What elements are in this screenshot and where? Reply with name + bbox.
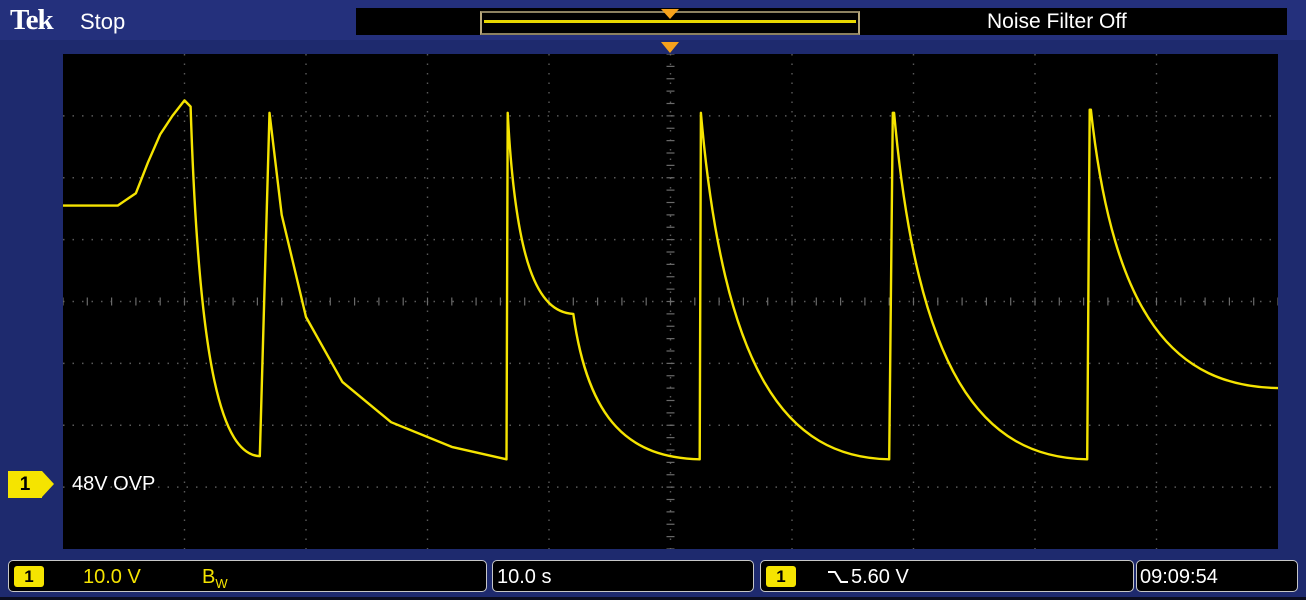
trigger-source-badge: 1 <box>766 566 796 587</box>
waveform-plot <box>63 54 1278 549</box>
trace-label: 48V OVP <box>72 473 156 495</box>
tek-logo: Tek <box>10 4 54 36</box>
horizontal-scale: 10.0 s <box>497 566 552 588</box>
bandwidth-limit-indicator: BW <box>202 566 228 591</box>
trigger-level: 5.60 V <box>851 566 909 588</box>
vertical-scale: 10.0 V <box>83 566 141 588</box>
channel-1-badge: 1 <box>14 566 44 587</box>
channel-1-marker-number: 1 <box>8 471 42 498</box>
record-trace-line <box>484 20 856 23</box>
acquisition-status: Stop <box>80 9 126 34</box>
waveform-trace <box>63 99 1278 461</box>
clock-time: 09:09:54 <box>1140 566 1218 588</box>
marker-arrow-icon <box>42 471 54 497</box>
falling-edge-icon <box>828 571 848 583</box>
channel-1-readout[interactable]: 1 10.0 V BW <box>8 560 487 592</box>
trigger-point-marker-icon <box>661 42 679 53</box>
top-status-bar: Tek Stop Noise Filter Off <box>0 0 1306 40</box>
waveform-graticule <box>63 54 1278 549</box>
trigger-position-marker-icon <box>661 9 679 19</box>
bottom-status-bar: 1 10.0 V BW 10.0 s 1 5.60 V 09:09:54 <box>0 555 1306 597</box>
trigger-readout[interactable]: 1 5.60 V <box>760 560 1134 592</box>
channel-1-ground-marker[interactable]: 1 <box>8 471 54 498</box>
timebase-readout[interactable]: 10.0 s <box>492 560 754 592</box>
noise-filter-status: Noise Filter Off <box>986 8 1287 35</box>
clock-readout: 09:09:54 <box>1136 560 1298 592</box>
